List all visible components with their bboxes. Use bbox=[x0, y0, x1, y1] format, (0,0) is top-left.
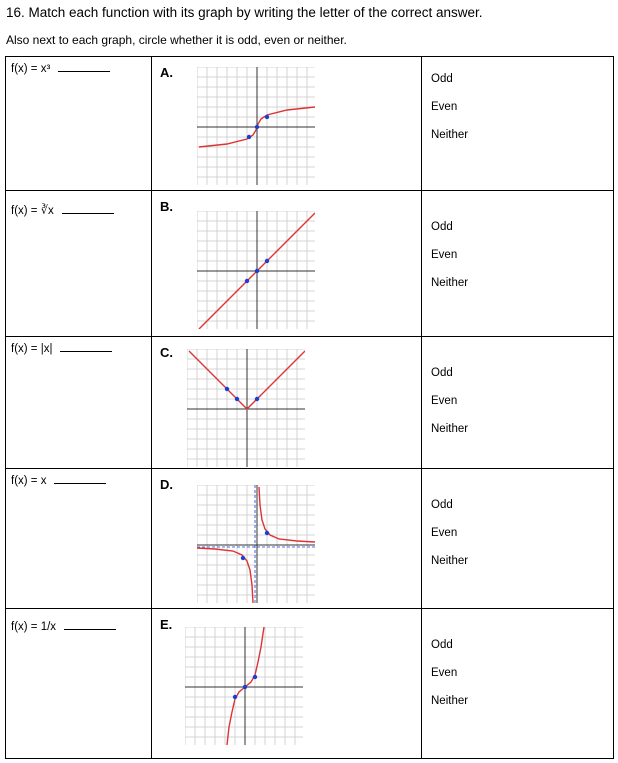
answer-blank[interactable] bbox=[60, 351, 113, 352]
graph-cell: A. bbox=[151, 57, 422, 190]
option-odd[interactable]: Odd bbox=[431, 499, 453, 511]
point bbox=[254, 268, 260, 274]
point bbox=[264, 114, 270, 120]
table-row: f(x) = x³ A. Odd Even Neither bbox=[6, 57, 613, 191]
option-odd[interactable]: Odd bbox=[431, 221, 453, 233]
option-neither[interactable]: Neither bbox=[431, 695, 469, 707]
parity-cell: Odd Even Neither bbox=[421, 57, 613, 190]
graph-letter: C. bbox=[160, 345, 173, 360]
question-instructions: Also next to each graph, circle whether … bbox=[6, 33, 347, 47]
graph-d bbox=[197, 485, 315, 603]
function-label: f(x) = x³ bbox=[11, 63, 51, 75]
point bbox=[254, 124, 260, 130]
table-row: f(x) = 1/x E. Odd Even Neither bbox=[6, 609, 613, 758]
graph-letter: A. bbox=[160, 65, 173, 80]
function-label: f(x) = x bbox=[11, 475, 47, 487]
graph-letter: B. bbox=[160, 199, 173, 214]
matching-table: f(x) = x³ A. Odd Even Neither bbox=[5, 56, 614, 759]
function-label: f(x) = |x| bbox=[11, 343, 53, 355]
point bbox=[244, 278, 250, 284]
parity-cell: Odd Even Neither bbox=[421, 191, 613, 336]
graph-b bbox=[197, 211, 315, 329]
option-even[interactable]: Even bbox=[431, 101, 458, 113]
option-even[interactable]: Even bbox=[431, 527, 458, 539]
parity-cell: Odd Even Neither bbox=[421, 609, 613, 758]
option-odd[interactable]: Odd bbox=[431, 73, 453, 85]
function-label: f(x) = ∛x bbox=[11, 205, 54, 217]
option-odd[interactable]: Odd bbox=[431, 639, 453, 651]
point bbox=[234, 396, 240, 402]
graph-cell: B. bbox=[151, 191, 422, 336]
answer-blank[interactable] bbox=[64, 629, 117, 630]
function-cell: f(x) = x³ bbox=[6, 57, 152, 190]
graph-cell: C. bbox=[151, 337, 422, 468]
graph-gridlines bbox=[197, 67, 315, 185]
graph-c bbox=[187, 349, 305, 467]
option-odd[interactable]: Odd bbox=[431, 367, 453, 379]
function-cell: f(x) = ∛x bbox=[6, 191, 152, 336]
function-cell: f(x) = x bbox=[6, 469, 152, 608]
graph-letter: D. bbox=[160, 477, 173, 492]
option-neither[interactable]: Neither bbox=[431, 277, 469, 289]
option-even[interactable]: Even bbox=[431, 667, 458, 679]
parity-cell: Odd Even Neither bbox=[421, 337, 613, 468]
function-cell: f(x) = 1/x bbox=[6, 609, 152, 758]
graph-gridlines bbox=[197, 211, 315, 329]
point bbox=[264, 530, 270, 536]
graph-cell: E. bbox=[151, 609, 422, 758]
function-cell: f(x) = |x| bbox=[6, 337, 152, 468]
graph-e bbox=[185, 627, 303, 745]
option-neither[interactable]: Neither bbox=[431, 423, 469, 435]
option-even[interactable]: Even bbox=[431, 249, 458, 261]
point bbox=[242, 684, 248, 690]
graph-letter: E. bbox=[160, 617, 173, 632]
point bbox=[240, 555, 246, 561]
table-row: f(x) = ∛x B. Odd Even Neither bbox=[6, 191, 613, 337]
option-neither[interactable]: Neither bbox=[431, 129, 469, 141]
graph-gridlines bbox=[197, 485, 315, 603]
point bbox=[264, 258, 270, 264]
point bbox=[254, 396, 260, 402]
graph-gridlines bbox=[185, 627, 303, 745]
table-row: f(x) = |x| C. Odd Even Neither bbox=[6, 337, 613, 469]
answer-blank[interactable] bbox=[58, 71, 111, 72]
point bbox=[252, 674, 258, 680]
point bbox=[246, 134, 252, 140]
point bbox=[224, 386, 230, 392]
option-even[interactable]: Even bbox=[431, 395, 458, 407]
table-row: f(x) = x D. Odd Even Neither bbox=[6, 469, 613, 609]
function-label: f(x) = 1/x bbox=[11, 621, 57, 633]
parity-cell: Odd Even Neither bbox=[421, 469, 613, 608]
answer-blank[interactable] bbox=[54, 483, 107, 484]
question-title: 16. Match each function with its graph b… bbox=[6, 5, 483, 20]
absolute-value-curve bbox=[188, 350, 305, 410]
option-neither[interactable]: Neither bbox=[431, 555, 469, 567]
graph-cell: D. bbox=[151, 469, 422, 608]
graph-a bbox=[197, 67, 315, 185]
point bbox=[232, 694, 238, 700]
answer-blank[interactable] bbox=[61, 213, 114, 214]
